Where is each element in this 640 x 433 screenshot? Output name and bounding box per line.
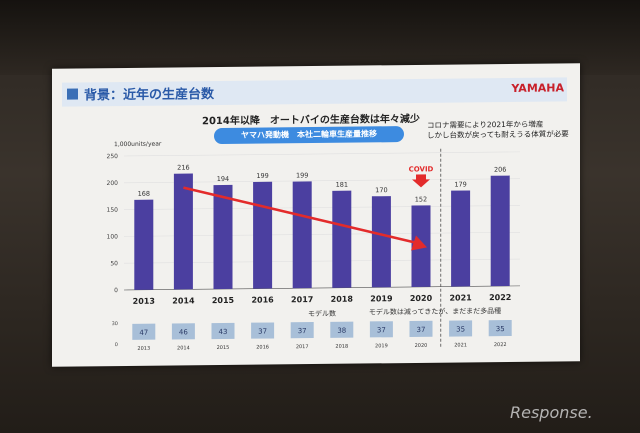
model-count-value: 38 xyxy=(337,327,346,335)
model-count-cell xyxy=(290,322,314,339)
model-count-value: 46 xyxy=(179,328,188,336)
model-x-tick-label: 2021 xyxy=(454,342,467,348)
y-tick-label: 0 xyxy=(114,287,118,294)
data-label: 168 xyxy=(138,190,150,198)
watermark-text: Response. xyxy=(510,403,593,422)
screen-frame xyxy=(0,0,640,75)
model-x-tick-label: 2014 xyxy=(177,345,190,351)
model-count-cell xyxy=(171,323,195,340)
x-tick-label: 2016 xyxy=(251,295,274,304)
model-count-cell xyxy=(132,323,156,340)
presentation-slide: 背景：近年の生産台数 YAMAHA 2014年以降 オートバイの生産台数は年々減… xyxy=(52,63,580,367)
data-label: 170 xyxy=(375,186,387,194)
data-label: 199 xyxy=(256,172,268,180)
x-tick-label: 2020 xyxy=(410,294,433,303)
model-count-value: 35 xyxy=(496,325,505,333)
data-label: 179 xyxy=(454,180,466,188)
y-axis-label: 1,000units/year xyxy=(114,141,162,149)
x-tick-label: 2019 xyxy=(370,294,393,303)
model-x-tick-label: 2019 xyxy=(375,343,388,349)
data-label: 206 xyxy=(494,166,506,174)
model-y-tick: 30 xyxy=(112,321,118,327)
data-label: 216 xyxy=(177,164,189,172)
bar xyxy=(490,175,510,287)
bar xyxy=(451,190,471,287)
model-count-caption: モデル数は減ってきたが、まだまだ多品種 xyxy=(369,306,501,316)
model-count-cell xyxy=(369,321,393,338)
model-count-value: 37 xyxy=(417,326,426,334)
model-count-value: 35 xyxy=(456,325,465,333)
model-x-tick-label: 2013 xyxy=(137,346,150,352)
model-count-value: 43 xyxy=(219,328,228,336)
model-count-value: 37 xyxy=(298,327,307,335)
model-x-tick-label: 2015 xyxy=(217,345,230,351)
bar xyxy=(173,173,193,290)
x-tick-label: 2014 xyxy=(172,296,195,305)
model-count-cell xyxy=(449,320,473,337)
model-count-cell xyxy=(211,322,235,340)
trend-arrow-head xyxy=(411,235,427,251)
production-chart: 1,000units/year 0 50 100 150 200 250 168 2013 216… xyxy=(107,141,520,352)
x-tick-label: 2022 xyxy=(489,293,511,302)
x-tick-label: 2015 xyxy=(212,296,235,305)
bar xyxy=(371,196,391,288)
model-count-cell xyxy=(488,319,512,337)
model-x-tick-label: 2016 xyxy=(256,344,269,350)
x-tick-label: 2017 xyxy=(291,295,313,304)
model-count-value: 37 xyxy=(258,328,267,336)
trend-arrow-line xyxy=(183,186,416,244)
model-count-cell xyxy=(251,322,275,339)
x-tick-label: 2013 xyxy=(133,297,155,306)
bar xyxy=(134,199,154,290)
x-tick-label: 2021 xyxy=(449,293,472,302)
bar xyxy=(332,190,352,288)
y-tick-label: 200 xyxy=(107,180,119,187)
gridline xyxy=(124,151,520,157)
y-tick-label: 100 xyxy=(107,233,119,240)
model-y-tick: 0 xyxy=(115,342,118,348)
bar xyxy=(213,184,233,290)
model-count-cell xyxy=(409,320,433,338)
y-tick-label: 250 xyxy=(107,153,119,160)
data-label: 199 xyxy=(296,171,308,179)
model-x-tick-label: 2018 xyxy=(335,344,348,350)
covid-arrow-icon xyxy=(412,174,430,188)
x-tick-label: 2018 xyxy=(331,295,354,304)
model-x-tick-label: 2020 xyxy=(415,343,428,349)
model-count-value: 37 xyxy=(377,326,386,334)
y-tick-label: 150 xyxy=(107,207,119,214)
data-label: 152 xyxy=(415,195,427,203)
model-x-tick-label: 2022 xyxy=(494,342,507,348)
model-x-tick-label: 2017 xyxy=(296,344,309,350)
model-count-cell xyxy=(330,321,354,338)
data-label: 194 xyxy=(217,175,229,183)
data-label: 181 xyxy=(336,181,348,189)
bar xyxy=(292,181,312,289)
y-tick-label: 50 xyxy=(110,260,118,267)
model-count-value: 47 xyxy=(139,329,148,337)
model-count-title: モデル数 xyxy=(308,309,336,318)
covid-annotation: COVID xyxy=(409,165,434,173)
